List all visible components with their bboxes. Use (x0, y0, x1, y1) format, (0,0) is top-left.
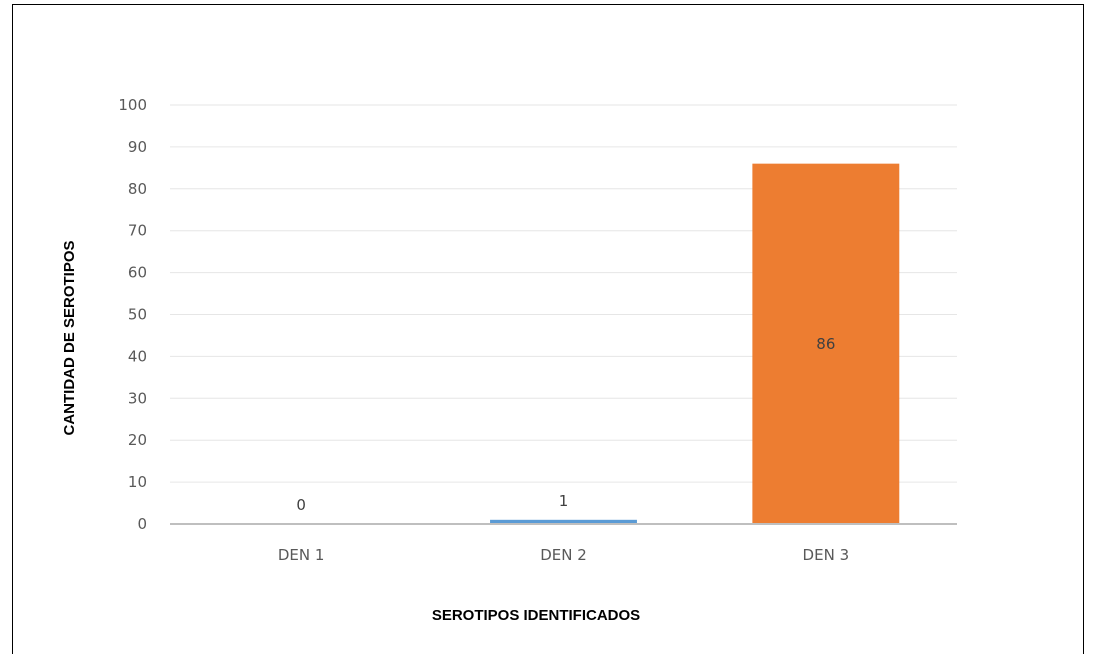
y-tick-label: 60 (128, 264, 147, 282)
gridlines (170, 104, 957, 483)
x-axis-title: SEROTIPOS IDENTIFICADOS (432, 607, 640, 624)
y-tick-label: 0 (137, 515, 147, 533)
x-tick-label: DEN 2 (540, 546, 587, 564)
bars (490, 163, 900, 524)
y-tick-label: 100 (118, 96, 147, 114)
y-tick-label: 80 (128, 180, 147, 198)
x-tick-label: DEN 3 (803, 546, 850, 564)
data-label: 0 (296, 496, 306, 514)
y-tick-label: 90 (128, 138, 147, 156)
y-tick-label: 70 (128, 222, 147, 240)
y-axis-ticks: 0 10 20 30 40 50 60 70 80 90 100 (118, 96, 147, 533)
data-labels: 0 1 86 (296, 335, 835, 514)
y-tick-label: 30 (128, 389, 147, 407)
y-tick-label: 10 (128, 473, 147, 491)
x-tick-label: DEN 1 (278, 546, 325, 564)
y-tick-label: 20 (128, 431, 147, 449)
bar-den-2 (490, 519, 637, 524)
chart-frame (12, 4, 1084, 654)
x-axis-ticks: DEN 1 DEN 2 DEN 3 (278, 546, 849, 564)
y-axis-title: CANTIDAD DE SEROTIPOS (61, 240, 78, 435)
y-tick-label: 50 (128, 306, 147, 324)
data-label: 1 (559, 492, 569, 510)
bar-den-3 (752, 163, 900, 524)
y-tick-label: 40 (128, 347, 147, 365)
data-label: 86 (816, 335, 835, 353)
